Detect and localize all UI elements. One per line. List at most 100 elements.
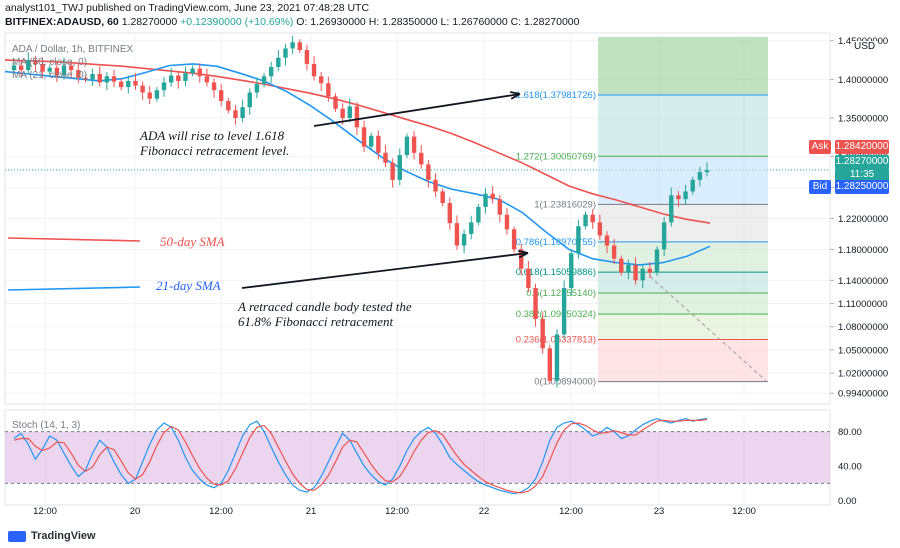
time-tick-label: 12:00	[209, 506, 233, 517]
tradingview-logo-icon	[8, 530, 26, 542]
time-tick-label: 12:00	[559, 506, 583, 517]
ma21-line	[4, 63, 711, 266]
candle-up	[247, 92, 252, 108]
price-tick-label: 0.99400000	[838, 389, 888, 400]
candle-down	[597, 222, 603, 236]
fib-band	[598, 94, 768, 157]
countdown-tag: 11:35	[835, 168, 889, 182]
candle-down	[311, 63, 317, 77]
candle-up	[640, 268, 645, 281]
last-price-tag: 1.28270000	[835, 155, 889, 169]
candle-up	[369, 135, 374, 147]
candle-down	[333, 96, 338, 109]
stoch-band	[5, 431, 830, 484]
candle-down	[233, 110, 238, 119]
price-tick-label: 1.05000000	[838, 345, 888, 356]
stoch-tick-label: 80.00	[838, 427, 862, 438]
price-tick-label: 1.08000000	[838, 322, 888, 333]
time-tick-label: 20	[130, 506, 141, 517]
legend-ma50: MA (50, close, 0)	[12, 57, 88, 68]
fib-band	[598, 293, 768, 314]
candle-up	[461, 233, 467, 246]
fib-level-label: 0.5(1.12355140)	[526, 288, 596, 299]
candle-up	[61, 65, 67, 76]
time-tick-label: 12:00	[732, 506, 756, 517]
candle-up	[561, 288, 567, 335]
label-sma50: 50-day SMA	[160, 234, 225, 249]
fib-level-label: 0.786(1.18970755)	[516, 237, 596, 248]
candle-down	[304, 50, 310, 64]
candle-up	[104, 76, 110, 83]
candle-down	[619, 258, 624, 273]
fib-level-label: 0(1.00894000)	[534, 377, 596, 388]
candle-down	[361, 127, 367, 147]
candle-up	[697, 172, 703, 180]
candle-up	[583, 214, 588, 227]
candle-up	[268, 67, 274, 77]
candle-up	[569, 253, 574, 289]
label-sma21: 21-day SMA	[156, 278, 221, 293]
candle-down	[40, 63, 45, 72]
annotation-rise-line2: Fibonacci retracement level.	[140, 143, 290, 158]
candle-down	[447, 203, 453, 224]
candle-down	[590, 214, 595, 223]
candle-down	[140, 85, 145, 93]
candle-up	[654, 249, 660, 273]
stoch-tick-label: 40.00	[838, 462, 862, 473]
fib-level-label: 1(1.23816029)	[534, 199, 596, 210]
candle-up	[11, 65, 17, 71]
candle-down	[111, 76, 117, 82]
candle-down	[490, 193, 495, 200]
candle-down	[54, 67, 60, 76]
fib-level-label: 1.618(1.37981726)	[516, 90, 596, 101]
ask-price-tag: 1.28420000	[835, 140, 889, 154]
candle-up	[626, 264, 631, 273]
brand: TradingView	[8, 530, 96, 542]
fib-trend-line	[649, 276, 767, 382]
candle-up	[168, 75, 174, 83]
candle-down	[68, 65, 74, 71]
candle-down	[226, 101, 231, 111]
candle-down	[376, 135, 381, 153]
fib-band	[598, 339, 768, 382]
candle-up	[469, 222, 474, 234]
candle-up	[154, 90, 160, 99]
time-axis: 12:00 20 12:00 21 12:00 22 12:00 23 12:00	[33, 506, 756, 517]
candle-up	[347, 106, 352, 119]
price-tick-label: 1.22000000	[838, 214, 888, 225]
candle-down	[18, 65, 24, 71]
candle-up	[290, 42, 295, 49]
stoch-tick-label: 0.00	[838, 496, 857, 507]
annotation-retrace-line1: A retraced candle body tested the	[238, 299, 412, 314]
candle-up	[554, 334, 560, 381]
stoch-k-line	[13, 417, 708, 495]
price-tick-label: 1.18000000	[838, 245, 888, 256]
stoch-d-line	[13, 418, 708, 494]
fib-target-zone	[598, 36, 768, 95]
candle-up	[404, 136, 410, 156]
candle-up	[669, 195, 674, 223]
high: H: 1.28350000	[368, 16, 438, 28]
candle-down	[326, 83, 331, 97]
candle-down	[176, 75, 181, 81]
candle-up	[183, 73, 188, 81]
candle-down	[218, 90, 224, 102]
close: C: 1.28270000	[510, 16, 580, 28]
candle-down	[147, 92, 152, 99]
fibonacci-retracement: 1.618(1.37981726) 1.272(1.30050769) 1(1.23…	[516, 36, 768, 388]
candle-down	[611, 245, 617, 259]
ma50-line	[4, 59, 711, 224]
candle-down	[519, 249, 524, 269]
fib-band	[598, 313, 768, 340]
candle-up	[397, 155, 402, 180]
time-tick-label: 22	[479, 506, 490, 517]
candle-down	[533, 288, 538, 319]
fib-level-label: 0.382(1.09650324)	[516, 309, 596, 320]
time-tick-label: 23	[654, 506, 665, 517]
annotation-rise: ADA will rise to level 1.618 Fibonacci r…	[140, 128, 289, 158]
publish-info: analyst101_TWJ published on TradingView.…	[5, 2, 370, 14]
candle-down	[118, 81, 124, 88]
candle-up	[126, 80, 131, 88]
annotation-retrace: A retraced candle body tested the 61.8% …	[238, 299, 412, 329]
candle-up	[283, 48, 288, 58]
